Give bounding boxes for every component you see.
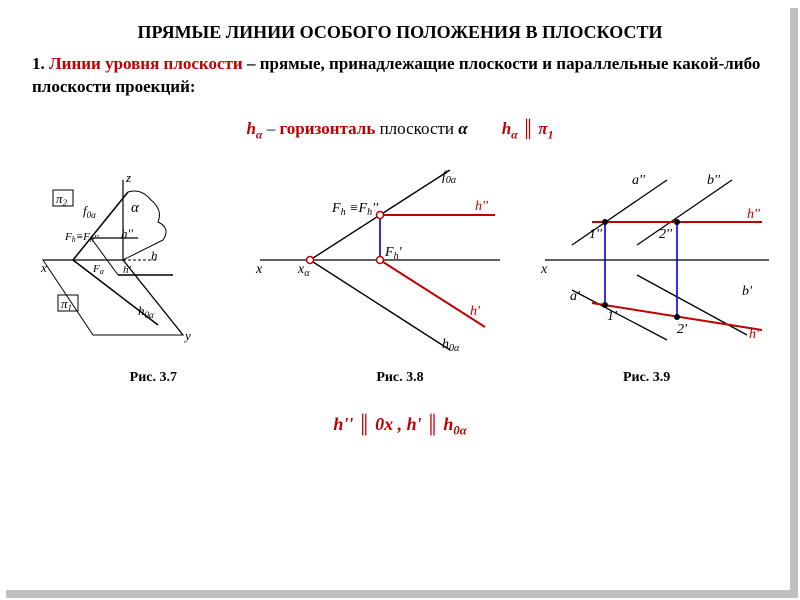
label-z: z xyxy=(125,170,131,185)
def-word2: плоскости xyxy=(375,119,458,138)
def-h: hα xyxy=(246,119,262,138)
figure-3-9: x a'' b'' h'' a' b' h' 1'' xyxy=(537,160,777,360)
fig8-svg: x xα f0α h0α h'' h' Fh ≡Fh'' Fh' xyxy=(250,160,510,360)
label-x: x xyxy=(540,262,548,277)
captions-row: Рис. 3.7 Рис. 3.8 Рис. 3.9 xyxy=(0,370,800,386)
label-Fhp: Fh' xyxy=(384,245,403,262)
marker-1p xyxy=(602,302,608,308)
label-h: h xyxy=(151,248,158,263)
line-bpp xyxy=(637,180,732,245)
label-x: x xyxy=(255,262,263,277)
label-2p: 2' xyxy=(677,322,688,337)
label-x: x xyxy=(40,260,47,275)
marker-Fhp xyxy=(376,257,383,264)
marker-xa xyxy=(306,257,313,264)
subtitle-red: Линии уровня плоскости xyxy=(49,54,243,73)
label-ap: a' xyxy=(570,289,581,304)
figure-3-8: x xα f0α h0α h'' h' Fh ≡Fh'' Fh' xyxy=(250,160,510,360)
label-Fa: Fα xyxy=(92,263,105,276)
label-1p: 1' xyxy=(607,309,618,324)
trace-h0a xyxy=(310,260,450,350)
label-bpp: b'' xyxy=(707,173,721,188)
bottom-formula: h'' ║ 0x , h' ║ h0α xyxy=(0,414,800,439)
label-bp: b' xyxy=(742,284,753,299)
shadow-bottom xyxy=(6,590,796,598)
diagrams-row: z x y π2 π1 f0α α h'' Fh≡Fh'' h0α xyxy=(0,160,800,360)
caption-3-7: Рис. 3.7 xyxy=(130,370,177,386)
definition-line: hα – горизонталь плоскости α hα ║ π1 xyxy=(0,99,800,142)
label-alpha: α xyxy=(131,200,140,216)
fig7-svg: z x y π2 π1 f0α α h'' Fh≡Fh'' h0α xyxy=(23,160,223,360)
line-ap xyxy=(572,290,667,340)
label-f0a: f0α xyxy=(442,169,457,186)
def-word1: горизонталь xyxy=(280,119,376,138)
line-app xyxy=(572,180,667,245)
shadow-right xyxy=(790,8,798,598)
marker-2pp xyxy=(674,219,680,225)
label-f0a: f0α xyxy=(83,203,96,220)
label-h0a: h0α xyxy=(442,337,460,354)
label-pi1: π1 xyxy=(61,296,72,313)
page-title: ПРЯМЫЕ ЛИНИИ ОСОБОГО ПОЛОЖЕНИЯ В ПЛОСКОС… xyxy=(0,0,800,43)
label-xa: xα xyxy=(297,262,310,279)
marker-1pp xyxy=(602,219,608,225)
label-hp: h' xyxy=(470,304,481,319)
label-1pp: 1'' xyxy=(589,227,603,242)
caption-3-8: Рис. 3.8 xyxy=(376,370,423,386)
label-2pp: 2'' xyxy=(659,227,673,242)
subtitle: 1. Линии уровня плоскости – прямые, прин… xyxy=(0,43,800,99)
def-pi1: π1 xyxy=(538,119,553,138)
figure-3-7: z x y π2 π1 f0α α h'' Fh≡Fh'' h0α xyxy=(23,160,223,360)
label-Fh: Fh ≡Fh'' xyxy=(331,201,379,218)
trace-f0a xyxy=(73,192,128,260)
marker-2p xyxy=(674,314,680,320)
label-hpp: h'' xyxy=(475,199,489,214)
subtitle-num: 1. xyxy=(32,54,45,73)
def-par: ║ xyxy=(522,119,538,138)
def-dash: – xyxy=(267,119,280,138)
def-h2: hα xyxy=(502,119,518,138)
label-y: y xyxy=(183,328,191,343)
label-pi2: π2 xyxy=(56,191,68,208)
fig9-svg: x a'' b'' h'' a' b' h' 1'' xyxy=(537,160,777,360)
label-h0a: h0α xyxy=(138,303,154,320)
caption-3-9: Рис. 3.9 xyxy=(623,370,670,386)
label-hpp: h'' xyxy=(747,207,761,222)
label-app: a'' xyxy=(632,173,646,188)
def-alpha: α xyxy=(458,119,467,138)
label-hp: h' xyxy=(749,327,760,342)
